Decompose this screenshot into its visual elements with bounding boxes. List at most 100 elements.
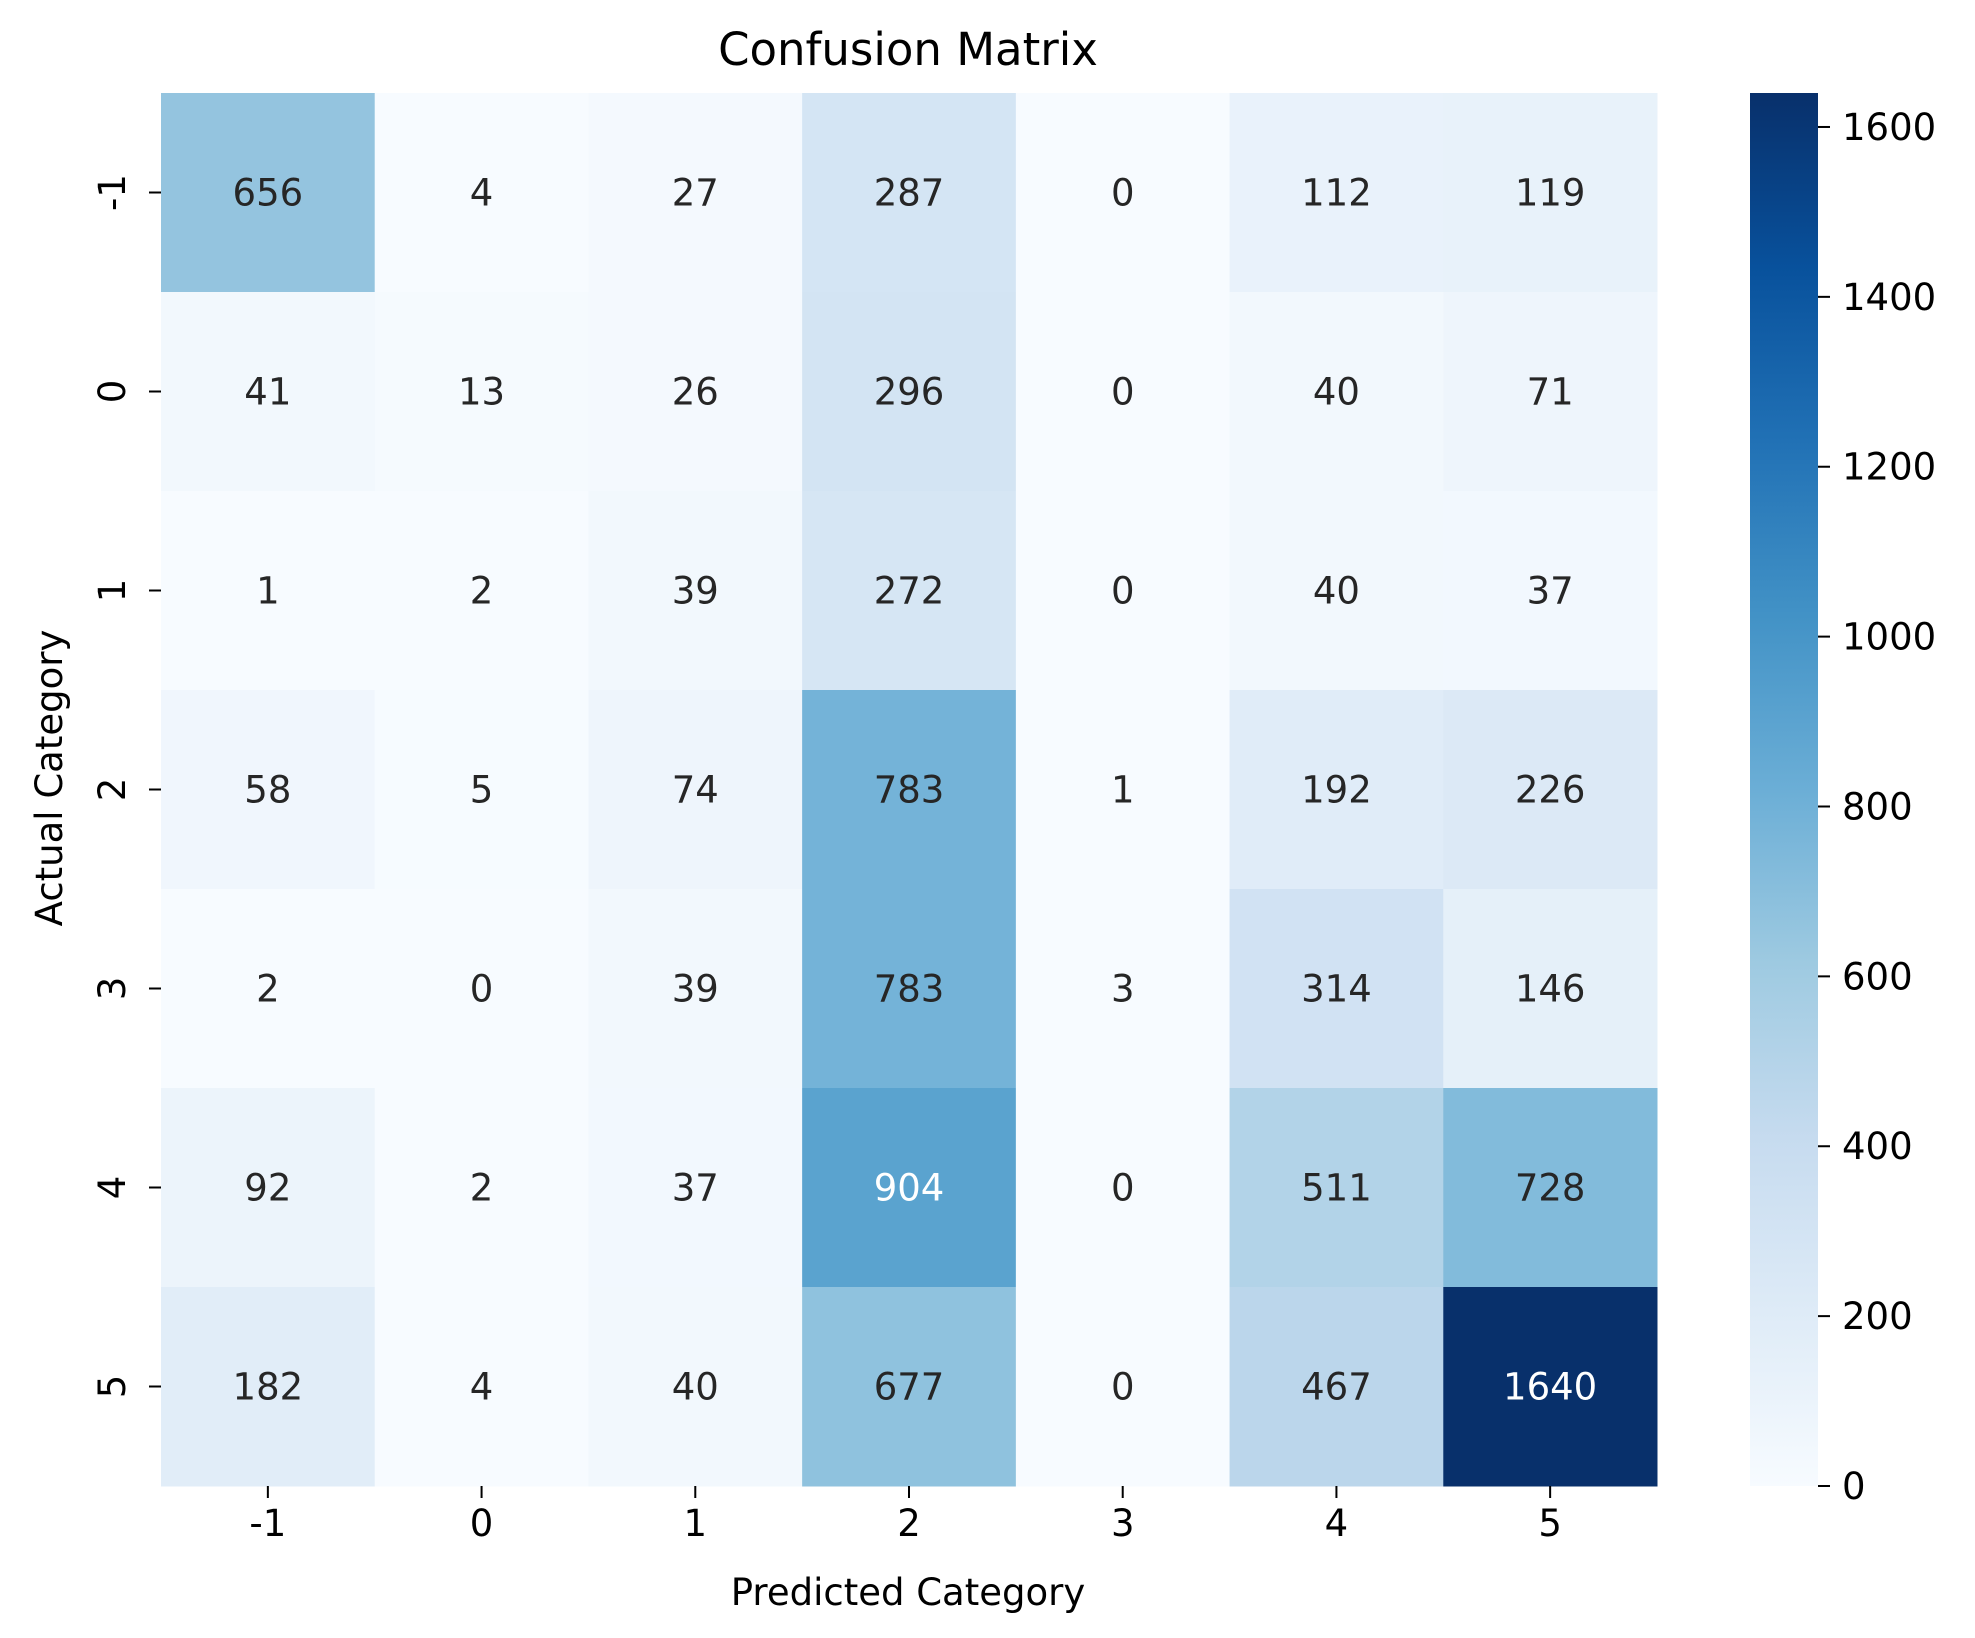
y-tick-label: 4 (91, 1176, 134, 1200)
colorbar-tick-label: 1200 (1842, 446, 1936, 489)
cell-value-label: 37 (1527, 570, 1574, 613)
heatmap-cell (1443, 1088, 1658, 1288)
heatmap-cells (161, 93, 1658, 1487)
cell-value-label: 40 (1313, 570, 1360, 613)
heatmap-cell (802, 292, 1017, 492)
cell-value-label: 656 (233, 172, 304, 215)
colorbar: 0 200 400 600 800 1000 1200 1400 1600 (1750, 93, 1936, 1508)
y-tick-label: -1 (91, 174, 134, 211)
x-tick-label: 3 (1111, 1502, 1135, 1545)
heatmap-cell (1015, 292, 1231, 492)
heatmap-cell (161, 1088, 376, 1288)
cell-value-label: 112 (1301, 172, 1372, 215)
cell-value-label: 4 (470, 1366, 494, 1409)
cell-value-label: 37 (672, 1167, 719, 1210)
colorbar-tick-label: 1600 (1842, 106, 1936, 149)
heatmap-cell (1229, 889, 1444, 1089)
cell-value-label: 783 (874, 968, 945, 1011)
heatmap-cell (802, 889, 1017, 1089)
cell-value-label: 5 (470, 769, 494, 812)
heatmap-cell (802, 491, 1017, 691)
y-tick-label: 0 (91, 380, 134, 404)
colorbar-tick-label: 400 (1842, 1125, 1913, 1168)
cell-value-label: 2 (256, 968, 280, 1011)
cell-value-label: 119 (1515, 172, 1586, 215)
heatmap-cell (802, 93, 1017, 293)
y-axis-label: Actual Category (28, 630, 71, 927)
heatmap-cell (802, 690, 1017, 890)
cell-value-label: 4 (470, 172, 494, 215)
cell-value-label: 182 (233, 1366, 304, 1409)
cell-value-label: 40 (672, 1366, 719, 1409)
heatmap-cell (1229, 690, 1444, 890)
cell-value-label: 1 (1111, 769, 1135, 812)
cell-value-label: 2 (470, 570, 494, 613)
heatmap-cell (161, 690, 376, 890)
heatmap-cell (802, 1088, 1017, 1288)
cell-value-label: 728 (1515, 1167, 1586, 1210)
heatmap-cell (588, 93, 803, 293)
cell-value-label: 3 (1111, 968, 1135, 1011)
heatmap-cell (1015, 889, 1231, 1089)
heatmap-cell (1229, 491, 1444, 691)
cell-value-label: 39 (672, 570, 719, 613)
cell-value-label: 92 (244, 1167, 291, 1210)
cell-value-label: 71 (1527, 371, 1574, 414)
colorbar-tick-label: 1000 (1842, 616, 1936, 659)
cell-value-label: 146 (1515, 968, 1586, 1011)
cell-value-label: 26 (672, 371, 719, 414)
cell-value-label: 41 (244, 371, 291, 414)
heatmap-cell (374, 292, 589, 492)
cell-value-label: 27 (672, 172, 719, 215)
heatmap-cell (374, 690, 589, 890)
heatmap-cell (1443, 1287, 1658, 1487)
cell-value-label: 0 (1111, 1366, 1135, 1409)
heatmap-cell (1015, 1287, 1231, 1487)
colorbar-tick-label: 200 (1842, 1295, 1913, 1338)
heatmap-cell (588, 690, 803, 890)
heatmap-cell (161, 889, 376, 1089)
heatmap-cell (161, 491, 376, 691)
cell-value-label: 0 (470, 968, 494, 1011)
x-tick-label: 4 (1325, 1502, 1349, 1545)
cell-value-label: 192 (1301, 769, 1372, 812)
cell-value-label: 2 (470, 1167, 494, 1210)
heatmap-cell (1229, 1287, 1444, 1487)
heatmap-cell (161, 93, 376, 293)
heatmap-cell (161, 292, 376, 492)
heatmap-cell (588, 889, 803, 1089)
cell-value-label: 467 (1301, 1366, 1372, 1409)
heatmap-cell (588, 491, 803, 691)
cell-value-label: 272 (874, 570, 945, 613)
heatmap-cell (1229, 1088, 1444, 1288)
cell-value-label: 58 (244, 769, 291, 812)
colorbar-tick-label: 600 (1842, 955, 1913, 998)
colorbar-tick-label: 1400 (1842, 276, 1936, 319)
cell-value-label: 0 (1111, 172, 1135, 215)
x-tick-label: 5 (1538, 1502, 1562, 1545)
cell-value-label: 1 (256, 570, 280, 613)
cell-value-label: 511 (1301, 1167, 1372, 1210)
cell-value-label: 1640 (1503, 1366, 1597, 1409)
y-axis: -1 0 1 2 3 4 5 (91, 174, 161, 1398)
x-tick-label: 0 (470, 1502, 494, 1545)
cell-value-label: 39 (672, 968, 719, 1011)
x-axis-label: Predicted Category (731, 1571, 1085, 1614)
colorbar-ticks: 0 200 400 600 800 1000 1200 1400 1600 (1818, 106, 1936, 1508)
x-axis: -1 0 1 2 3 4 5 (249, 1486, 1562, 1545)
heatmap-cell (1015, 690, 1231, 890)
cell-value-label: 226 (1515, 769, 1586, 812)
heatmap-cell (1443, 292, 1658, 492)
colorbar-tick-label: 800 (1842, 785, 1913, 828)
cell-value-label: 314 (1301, 968, 1372, 1011)
cell-value-label: 677 (874, 1366, 945, 1409)
heatmap-cell (1229, 292, 1444, 492)
heatmap-cell (1015, 93, 1231, 293)
cell-value-label: 0 (1111, 371, 1135, 414)
colorbar-tick-label: 0 (1842, 1465, 1866, 1508)
heatmap-cell (374, 889, 589, 1089)
heatmap-cell (588, 1287, 803, 1487)
x-tick-label: 2 (897, 1502, 921, 1545)
